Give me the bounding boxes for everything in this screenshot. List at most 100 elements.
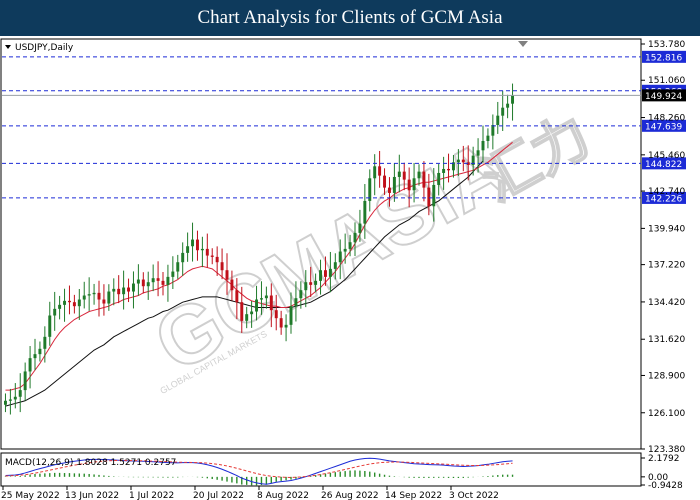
candle-body[interactable] <box>417 171 421 179</box>
candle-body[interactable] <box>284 324 288 328</box>
candle-body[interactable] <box>195 239 199 251</box>
candle-body[interactable] <box>102 299 106 304</box>
candle-body[interactable] <box>333 262 337 269</box>
candle-body[interactable] <box>353 232 357 243</box>
candle-body[interactable] <box>58 304 62 309</box>
candle-body[interactable] <box>92 292 96 295</box>
candle-body[interactable] <box>378 166 382 176</box>
candle-body[interactable] <box>506 103 510 108</box>
candle-body[interactable] <box>451 162 455 171</box>
candle-body[interactable] <box>412 178 416 191</box>
candle-body[interactable] <box>387 187 391 193</box>
candle-body[interactable] <box>166 276 170 285</box>
shift-marker-icon[interactable] <box>518 41 528 47</box>
candle-body[interactable] <box>161 280 165 285</box>
candle-body[interactable] <box>338 251 342 263</box>
candle-body[interactable] <box>3 400 7 405</box>
candle-body[interactable] <box>171 271 175 277</box>
candle-body[interactable] <box>496 115 500 125</box>
candle-body[interactable] <box>8 399 12 401</box>
candle-body[interactable] <box>112 288 116 292</box>
candle-body[interactable] <box>397 171 401 177</box>
candle-body[interactable] <box>309 282 313 285</box>
candle-body[interactable] <box>274 310 278 319</box>
candle-body[interactable] <box>13 396 17 400</box>
candle-body[interactable] <box>33 354 37 359</box>
candle-body[interactable] <box>146 282 150 287</box>
candle-body[interactable] <box>210 255 214 257</box>
candle-body[interactable] <box>122 287 126 295</box>
candle-body[interactable] <box>225 270 229 280</box>
candle-body[interactable] <box>255 299 259 312</box>
candle-body[interactable] <box>156 278 160 281</box>
candle-body[interactable] <box>323 270 327 277</box>
candle-body[interactable] <box>348 242 352 249</box>
candle-body[interactable] <box>299 290 303 299</box>
candle-body[interactable] <box>461 159 465 163</box>
chart-canvas[interactable]: GCMASIA 汇力 GLOBAL CAPITAL MARKETS 152.81… <box>0 36 700 500</box>
candle-body[interactable] <box>264 295 268 299</box>
symbol-dropdown-icon[interactable] <box>5 45 11 49</box>
candle-body[interactable] <box>245 314 249 321</box>
candle-body[interactable] <box>392 176 396 193</box>
candle-body[interactable] <box>191 239 195 247</box>
candle-body[interactable] <box>481 140 485 151</box>
candle-body[interactable] <box>97 292 101 300</box>
candle-body[interactable] <box>181 252 185 263</box>
candle-body[interactable] <box>67 300 71 303</box>
candle-body[interactable] <box>437 172 441 185</box>
candle-body[interactable] <box>18 390 22 397</box>
candle-body[interactable] <box>235 290 239 303</box>
candle-body[interactable] <box>447 168 451 171</box>
candle-body[interactable] <box>186 246 190 253</box>
candle-body[interactable] <box>240 302 244 321</box>
candle-body[interactable] <box>38 348 42 355</box>
candle-body[interactable] <box>491 125 495 136</box>
candle-body[interactable] <box>151 278 155 283</box>
candle-body[interactable] <box>200 248 204 251</box>
candle-body[interactable] <box>220 262 224 271</box>
candle-body[interactable] <box>77 299 81 307</box>
candle-body[interactable] <box>269 295 273 311</box>
candle-body[interactable] <box>471 155 475 165</box>
candle-body[interactable] <box>82 295 86 300</box>
candle-body[interactable] <box>358 223 362 233</box>
candle-body[interactable] <box>427 187 431 207</box>
candle-body[interactable] <box>432 184 436 207</box>
candle-body[interactable] <box>48 315 52 337</box>
candle-body[interactable] <box>402 171 406 180</box>
candle-body[interactable] <box>442 168 446 173</box>
candle-body[interactable] <box>23 371 27 391</box>
candle-body[interactable] <box>304 282 308 291</box>
candle-body[interactable] <box>466 162 470 165</box>
candle-body[interactable] <box>373 166 377 179</box>
candle-body[interactable] <box>72 302 76 307</box>
candle-body[interactable] <box>127 287 131 292</box>
candle-body[interactable] <box>456 159 460 163</box>
candle-body[interactable] <box>53 308 57 316</box>
candle-body[interactable] <box>131 283 135 292</box>
candle-body[interactable] <box>230 279 234 291</box>
candle-body[interactable] <box>63 300 67 305</box>
candle-body[interactable] <box>343 248 347 252</box>
candle-body[interactable] <box>87 294 91 296</box>
candle-body[interactable] <box>205 248 209 256</box>
candle-body[interactable] <box>141 279 145 287</box>
candle-body[interactable] <box>422 171 426 188</box>
candle-body[interactable] <box>215 256 219 263</box>
candle-body[interactable] <box>328 268 332 277</box>
candle-body[interactable] <box>43 336 47 349</box>
candle-body[interactable] <box>28 358 32 372</box>
candle-body[interactable] <box>117 288 121 295</box>
candle-body[interactable] <box>259 298 263 300</box>
candle-body[interactable] <box>314 280 318 285</box>
candle-body[interactable] <box>368 178 372 201</box>
candle-body[interactable] <box>136 279 140 284</box>
candle-body[interactable] <box>363 200 367 224</box>
candle-body[interactable] <box>289 306 293 325</box>
candle-body[interactable] <box>407 179 411 191</box>
candle-body[interactable] <box>319 270 323 281</box>
candle-body[interactable] <box>501 107 505 116</box>
candle-body[interactable] <box>511 95 515 104</box>
candle-body[interactable] <box>250 311 254 315</box>
